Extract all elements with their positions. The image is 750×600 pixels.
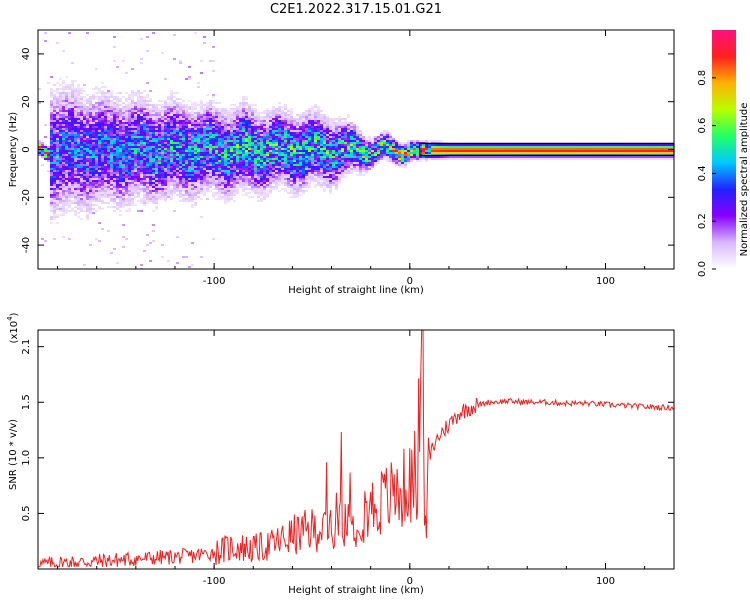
y-tick-label: 40 — [21, 48, 32, 61]
x-tick-label: 0 — [407, 276, 413, 287]
y-axis-multiplier: (x104) — [6, 312, 20, 343]
y-axis-label: SNR (10 * v/v) — [8, 419, 19, 490]
colorbar-tick-label: 0.0 — [697, 261, 708, 277]
y-tick-label: -20 — [21, 189, 32, 205]
colorbar-tick-label: 0.8 — [697, 70, 708, 86]
y-tick-label: 20 — [21, 95, 32, 108]
y-tick-label: 1.5 — [21, 394, 32, 410]
y-tick-label: 0.5 — [21, 505, 32, 521]
x-tick-label: -100 — [203, 576, 226, 587]
x-tick-label: 0 — [407, 576, 413, 587]
x-tick-label: 100 — [596, 576, 615, 587]
colorbar: 0.0 0.2 0.4 0.6 0.8 Normalized spectral ampli… — [697, 30, 750, 277]
colorbar-gradient — [712, 30, 736, 269]
snr-panel: -100 0 100 0.5 1.0 1.5 2.1 Height of straight l… — [6, 312, 675, 596]
x-tick-label: -100 — [203, 276, 226, 287]
colorbar-tick-label: 0.2 — [697, 213, 708, 229]
heatmap-cells — [38, 32, 674, 269]
colorbar-tick-label: 0.4 — [697, 165, 708, 181]
colorbar-tick-label: 0.6 — [697, 118, 708, 134]
x-axis-label: Height of straight line (km) — [288, 285, 424, 296]
y-tick-label: 1.0 — [21, 450, 32, 466]
y-tick-label: 0 — [21, 146, 32, 152]
y-axis-label: Frequency (Hz) — [8, 112, 19, 188]
x-tick-label: 100 — [596, 276, 615, 287]
y-tick-label: 2.1 — [21, 339, 32, 355]
y-tick-label: -40 — [21, 237, 32, 253]
snr-series-line — [38, 330, 674, 568]
plot-frame — [37, 329, 675, 570]
plot-background — [38, 330, 674, 569]
colorbar-label: Normalized spectral amplitude — [739, 103, 750, 257]
spectrogram-panel: -100 0 100 -40 -20 0 20 40 Height of straight li… — [8, 29, 675, 296]
x-axis-label: Height of straight line (km) — [288, 585, 424, 596]
chart-title: C2E1.2022.317.15.01.G21 — [269, 2, 443, 17]
